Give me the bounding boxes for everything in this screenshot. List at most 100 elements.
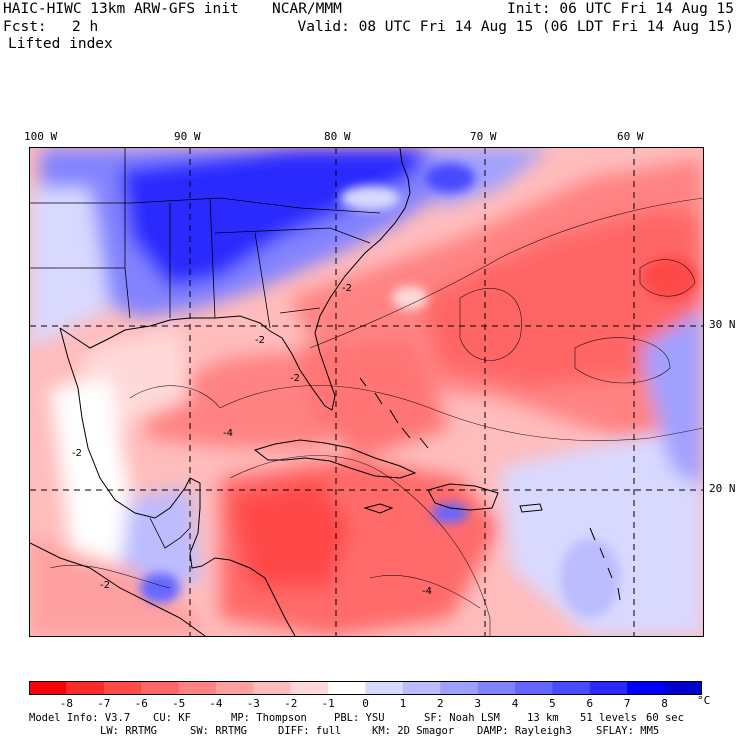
colorbar-swatch (515, 681, 553, 695)
graticule (30, 148, 703, 636)
coastline-hispaniola (427, 483, 499, 511)
contour-label: -2 (72, 448, 82, 459)
coastline-central-america (201, 557, 296, 636)
model-title: HAIC-HIWC 13km ARW-GFS init (3, 1, 239, 17)
field-blob (432, 503, 468, 523)
coastline-florida (269, 148, 411, 411)
colorbar-swatch (215, 681, 254, 695)
model-info-item: LW: RRTMG (100, 725, 157, 737)
colorbar-swatch (141, 681, 180, 695)
colorbar-tick-label: 1 (399, 697, 407, 710)
colorbar-swatch (664, 681, 703, 695)
field-region-ne-blue (430, 148, 550, 208)
field-name: Lifted index (8, 36, 113, 52)
model-info-item: 51 levels (580, 712, 637, 724)
border (124, 148, 131, 319)
colorbar-tick-label: -1 (321, 697, 335, 710)
model-info-item: SW: RRTMG (190, 725, 247, 737)
init-time: Init: 06 UTC Fri 14 Aug 15 (507, 1, 734, 17)
lon-label: 90 W (174, 130, 201, 143)
colorbar-tick-label: 0 (362, 697, 369, 710)
colorbar-border (29, 681, 702, 695)
border (149, 517, 191, 549)
model-info-item: Model Info: V3.7 (29, 712, 131, 724)
field-region-east-blue (500, 428, 703, 636)
field-blob (340, 186, 400, 210)
model-info-item: SFLAY: MM5 (596, 725, 660, 737)
model-info-item: DAMP: Rayleigh3 (477, 725, 572, 737)
org-label: NCAR/MMM (272, 1, 342, 17)
colorbar-swatch (440, 681, 479, 695)
contour-label: -4 (223, 428, 233, 439)
field-region-caribbean-core (230, 478, 350, 588)
colorbar-swatch (589, 681, 628, 695)
field-blob (392, 286, 428, 310)
contour-line (129, 385, 221, 409)
border (209, 197, 216, 319)
colorbar-tick-label: 8 (661, 697, 668, 710)
model-info-item: 13 km (527, 712, 559, 724)
lon-label: 100 W (24, 130, 58, 143)
model-info-item: CU: KF (153, 712, 191, 724)
colorbar-swatch (253, 681, 292, 695)
state-borders (30, 148, 381, 549)
colorbar-swatch (402, 681, 441, 695)
coastline-puerto-rico (519, 503, 543, 513)
colorbar-tick-label: -2 (284, 697, 298, 710)
colorbar-swatch (552, 681, 591, 695)
coastline-jamaica (363, 503, 394, 514)
colorbar-swatch (66, 681, 105, 695)
lon-label: 70 W (470, 130, 497, 143)
colorbar (29, 680, 703, 695)
field-region-yucatan-blue (120, 488, 200, 598)
colorbar-swatch (178, 681, 217, 695)
colorbar-tick-label: 7 (623, 697, 631, 710)
contour-label: -2 (290, 373, 300, 384)
colorbar-tick-label: -6 (134, 697, 148, 710)
colorbar-tick-label: -7 (97, 697, 111, 710)
colorbar-tick-label: -4 (209, 697, 223, 710)
coastline-antilles (589, 527, 621, 601)
model-info-item: KM: 2D Smagor (372, 725, 455, 737)
coastline-cuba (253, 439, 417, 479)
lon-label: 80 W (324, 130, 351, 143)
contour-line (49, 565, 171, 589)
contour-label: -2 (255, 335, 265, 346)
colorbar-swatch (29, 681, 67, 695)
colorbar-swatch (365, 681, 404, 695)
lat-label: 30 N (709, 318, 736, 331)
border (214, 227, 371, 244)
field-region-conus-core (120, 148, 430, 288)
lon-label: 60 W (617, 130, 644, 143)
colorbar-tick-label: 2 (437, 697, 444, 710)
contour-line (639, 259, 696, 297)
colorbar-tick-label: -8 (59, 697, 74, 710)
coastline-gulf (59, 315, 271, 349)
border (254, 232, 271, 329)
border (279, 307, 321, 314)
coastline-pacific (30, 542, 206, 636)
model-info-item: DIFF: full (278, 725, 342, 737)
colorbar-tick-label: 4 (511, 697, 519, 710)
contour-line (219, 385, 703, 441)
contour-label: -2 (100, 580, 110, 591)
field-region-mexico-white (50, 378, 130, 568)
colorbar-swatch (290, 681, 329, 695)
contour-line (369, 575, 481, 609)
model-info-item: PBL: YSU (334, 712, 385, 724)
contour-line (229, 455, 491, 636)
model-info-item: 60 sec (646, 712, 684, 724)
model-info-item: SF: Noah LSM (424, 712, 500, 724)
colorbar-swatch (477, 681, 516, 695)
coastlines (30, 148, 621, 636)
colorbar-canvas (29, 681, 703, 695)
coastline-bahamas (359, 377, 429, 449)
model-info-item: MP: Thompson (231, 712, 307, 724)
fcst-value: 2 h (72, 19, 99, 35)
field-blob (425, 163, 475, 193)
coastline-mexico (59, 327, 203, 569)
map-canvas: -2 -2 -2 -2 -4 -4 -2 (30, 148, 703, 636)
contour-line (459, 288, 522, 361)
field-blob (560, 538, 620, 618)
colorbar-unit: °C (697, 694, 711, 707)
